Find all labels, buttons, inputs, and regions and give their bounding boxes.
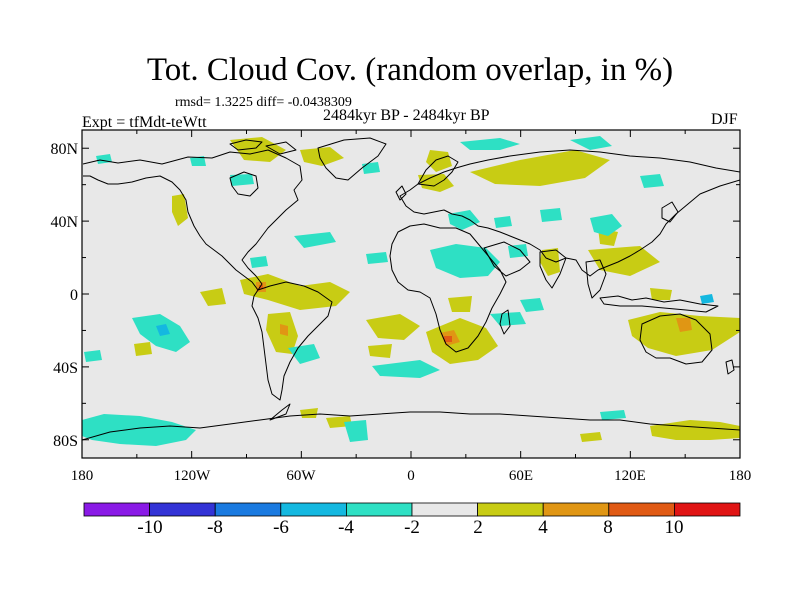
colorbar-label: -6 bbox=[273, 517, 289, 538]
lat-label: 40N bbox=[50, 214, 78, 231]
period-label: 2484kyr BP - 2484kyr BP bbox=[323, 107, 490, 124]
coast-antarctica bbox=[82, 411, 740, 441]
coast-scandinavia bbox=[417, 155, 459, 187]
latitude-axis: 80N 40N 0 40S 80S bbox=[50, 141, 78, 450]
coast-indochina bbox=[585, 259, 607, 299]
peak-positive-anomaly-patches bbox=[259, 285, 452, 342]
colorbar-label: -4 bbox=[338, 517, 354, 538]
colorbar-box bbox=[674, 502, 741, 517]
lat-label: 40S bbox=[53, 360, 78, 377]
coast-africa bbox=[389, 223, 507, 353]
coast-south-america bbox=[251, 281, 333, 401]
colorbar-label: 2 bbox=[473, 517, 483, 538]
colorbar bbox=[83, 502, 741, 517]
coast-hudson-bay bbox=[229, 171, 259, 197]
lon-label: 60W bbox=[286, 468, 316, 484]
coast-europe-asia bbox=[399, 149, 740, 277]
lon-label: 180 bbox=[71, 468, 94, 484]
lat-label: 80N bbox=[50, 141, 78, 158]
coast-india bbox=[539, 249, 567, 289]
colorbar-label: -2 bbox=[404, 517, 420, 538]
map-background bbox=[82, 130, 740, 458]
colorbar-labels: -10 -8 -6 -4 -2 2 4 8 10 bbox=[137, 517, 683, 538]
colorbar-label: -8 bbox=[207, 517, 223, 538]
coast-indonesia bbox=[599, 295, 719, 313]
colorbar-box bbox=[542, 502, 610, 517]
colorbar-box bbox=[149, 502, 216, 517]
lat-label: 0 bbox=[70, 287, 78, 304]
colorbar-box bbox=[608, 502, 675, 517]
season-label: DJF bbox=[711, 111, 738, 128]
coast-arabia bbox=[483, 241, 531, 277]
coastlines bbox=[82, 137, 740, 441]
map-title: Tot. Cloud Cov. (random overlap, in %) bbox=[146, 52, 674, 88]
colorbar-label: 8 bbox=[603, 517, 613, 538]
coast-antarctic-peninsula bbox=[269, 403, 291, 421]
coast-arctic-islands bbox=[229, 139, 297, 155]
coast-new-zealand bbox=[725, 359, 735, 375]
strong-negative-anomaly-patches bbox=[156, 294, 714, 336]
colorbar-box bbox=[411, 502, 478, 517]
lon-label: 60E bbox=[509, 468, 533, 484]
coast-australia bbox=[639, 313, 713, 365]
lon-label: 120E bbox=[614, 468, 646, 484]
lon-label: 120W bbox=[174, 468, 212, 484]
colorbar-box bbox=[477, 502, 544, 517]
coast-japan bbox=[661, 201, 679, 223]
colorbar-label: 10 bbox=[665, 517, 684, 538]
colorbar-label: 4 bbox=[538, 517, 548, 538]
stats-label: rmsd= 1.3225 diff= -0.0438309 bbox=[175, 95, 352, 110]
colorbar-box bbox=[83, 502, 150, 517]
lon-label: 0 bbox=[407, 468, 415, 484]
anomaly-shading bbox=[82, 136, 740, 446]
axis-ticks bbox=[81, 130, 741, 458]
coast-british-isles bbox=[395, 185, 407, 201]
longitude-axis: 180 120W 60W 0 60E 120E 180 bbox=[71, 468, 752, 484]
coast-greenland bbox=[317, 137, 387, 181]
colorbar-label: -10 bbox=[137, 517, 162, 538]
map-panel bbox=[81, 129, 741, 459]
colorbar-box bbox=[214, 502, 282, 517]
colorbar-box bbox=[345, 502, 413, 517]
experiment-label: Expt = tfMdt-teWtt bbox=[82, 114, 207, 131]
coast-north-america bbox=[82, 149, 303, 291]
colorbar-box bbox=[280, 502, 347, 517]
lat-label: 80S bbox=[53, 433, 78, 450]
coast-madagascar bbox=[499, 309, 511, 335]
lon-label: 180 bbox=[729, 468, 752, 484]
